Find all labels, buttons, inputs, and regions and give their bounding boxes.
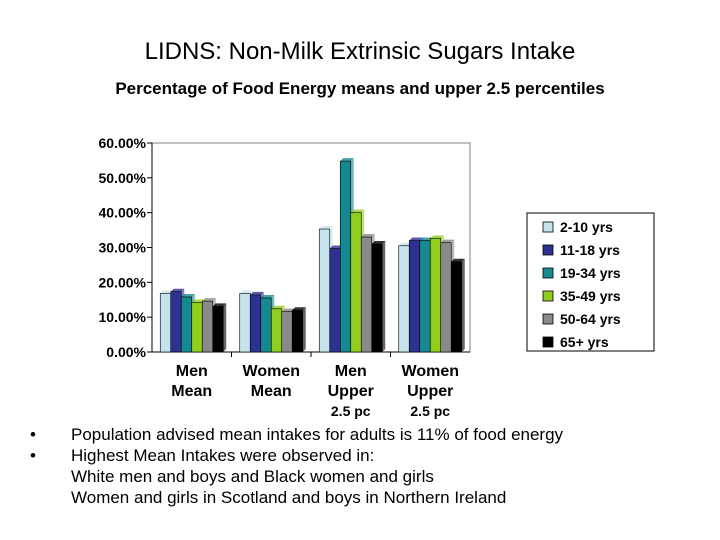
legend-swatch [542,336,554,348]
bar-top [292,307,306,311]
legend-swatch [542,221,554,233]
legend-swatch [542,290,554,302]
bar [440,242,452,353]
bullet-text-2: Highest Mean Intakes were observed in: [71,446,375,465]
bar [429,238,442,353]
legend-label: 65+ yrs [560,334,609,350]
bar [281,311,293,353]
bar-top [239,290,254,294]
legend-swatch [542,244,554,256]
y-tick-label: 40.00% [99,205,147,221]
bar-top [361,234,375,238]
bar [408,240,421,353]
x-category-label: Mean [171,383,212,400]
bar-top [398,242,413,246]
bullet-text-1: Population advised mean intakes for adul… [71,425,564,444]
bar-side [223,303,227,352]
legend-label: 19-34 yrs [560,265,621,281]
bullet-text-2-line3: Women and girls in Scotland and boys in … [71,488,507,507]
bar [170,291,182,353]
y-tick-label: 60.00% [99,135,147,151]
bar-top [319,226,333,230]
legend-swatch [542,313,554,325]
bar-top [430,235,444,239]
bar [159,293,172,353]
bar-top [271,305,285,309]
bar-top [371,241,386,245]
bar-top [250,291,264,295]
bar [291,309,304,353]
bar [191,302,203,353]
x-category-label: 2.5 pc [410,403,450,419]
bar-top [260,295,275,299]
legend-label: 50-64 yrs [560,311,621,327]
x-category-label: Men [176,363,208,380]
bar [249,294,262,353]
bar-chart: 0.00% 10.00% 20.00% 30.00% 40.00% 50.00% 60.00… [99,135,655,419]
bar-side [382,241,386,352]
bar-side [461,258,465,352]
legend-label: 35-49 yrs [560,288,621,304]
legend-box [526,212,655,352]
bar-top [202,298,216,302]
bar [201,300,214,353]
y-tick-label: 30.00% [99,240,147,256]
bar-top [181,293,195,297]
y-tick-label: 0.00% [106,344,146,360]
bar [212,306,224,353]
slide-subtitle: Percentage of Food Energy means and uppe… [115,79,605,98]
bar [350,212,362,353]
bar [450,261,463,353]
bar [180,296,193,353]
bar-side [302,307,306,352]
bullet-item-1: Population advised mean intakes for adul… [30,424,710,445]
x-category-label: Women [243,363,300,380]
y-tick-label: 50.00% [99,170,147,186]
bar-top [419,237,434,241]
x-category-label: Upper [328,383,374,400]
bar [419,240,431,353]
bar-top [409,237,423,241]
x-category-label: Women [402,363,459,380]
bar [239,293,251,353]
bar [329,248,341,353]
y-tick-label: 10.00% [99,309,147,325]
legend-label: 11-18 yrs [560,242,620,258]
x-category-label: 2.5 pc [331,403,371,419]
bar [270,308,283,353]
x-category-label: Upper [407,383,453,400]
bar [398,245,410,353]
bar-top [340,158,354,162]
x-category-label: Mean [251,383,292,400]
bar-top [191,299,206,303]
bar-top [350,209,365,213]
bar-top [440,239,455,243]
x-category-label: Men [335,363,367,380]
bullet-text-2-line2: White men and boys and Black women and g… [71,467,434,486]
bar-top [329,245,344,249]
bar [318,228,331,353]
bar-top [451,258,465,262]
y-tick-label: 20.00% [99,274,147,290]
bullet-item-2: Highest Mean Intakes were observed in: W… [30,445,710,508]
bar [371,243,383,353]
bar [260,297,272,353]
bullet-list: Population advised mean intakes for adul… [30,424,710,508]
slide-title: LIDNS: Non-Milk Extrinsic Sugars Intake [144,38,576,65]
bar [360,236,373,353]
legend-label: 2-10 yrs [560,219,613,235]
bar [339,160,352,353]
bar-top [281,308,296,312]
bar-top [170,288,185,292]
bar-top [212,303,227,307]
bar-top [160,290,174,294]
legend-swatch [542,267,554,279]
